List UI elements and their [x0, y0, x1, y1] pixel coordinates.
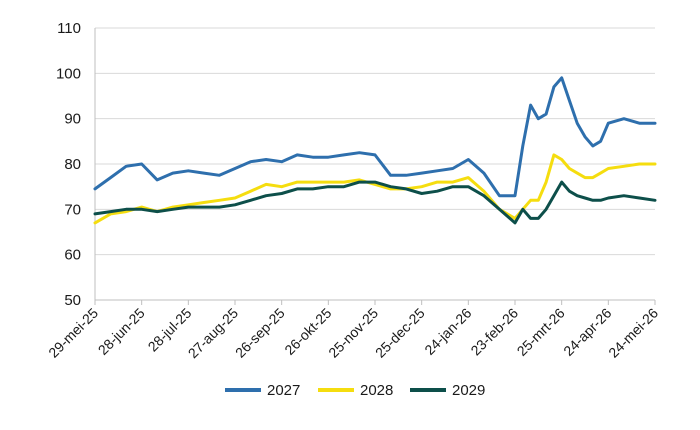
- y-tick-label: 90: [64, 111, 81, 128]
- x-tick-label: 26-sep-25: [232, 305, 288, 361]
- x-tick-label: 29-mei-25: [45, 305, 101, 361]
- legend: 2027 2028 2029: [225, 382, 485, 399]
- gridlines: [95, 27, 655, 256]
- x-tick-label: 24-mei-26: [605, 305, 661, 361]
- x-tick-label: 25-nov-25: [325, 305, 381, 361]
- series-line-2028: [93, 153, 657, 225]
- legend-label: 2027: [267, 382, 300, 399]
- y-tick-label: 110: [57, 20, 81, 37]
- series-lines: [93, 76, 657, 225]
- x-tick-label: 25-mrt-26: [514, 305, 568, 359]
- y-tick-label: 60: [64, 247, 81, 264]
- x-tick-label: 24-jan-26: [421, 305, 474, 358]
- legend-label: 2029: [452, 382, 485, 399]
- y-tick-label: 70: [64, 201, 81, 218]
- y-tick-label: 100: [56, 65, 81, 82]
- x-tick-label: 23-feb-26: [467, 305, 521, 359]
- series-line-2029: [93, 180, 657, 225]
- y-tick-label: 80: [64, 156, 81, 173]
- series-line-2027: [93, 76, 657, 198]
- x-tick-label: 27-aug-25: [185, 305, 242, 362]
- y-tick-label: 50: [64, 292, 81, 309]
- x-tick-label: 25-dec-25: [372, 305, 428, 361]
- x-tick-label: 28-jun-25: [95, 305, 148, 358]
- legend-label: 2028: [360, 382, 393, 399]
